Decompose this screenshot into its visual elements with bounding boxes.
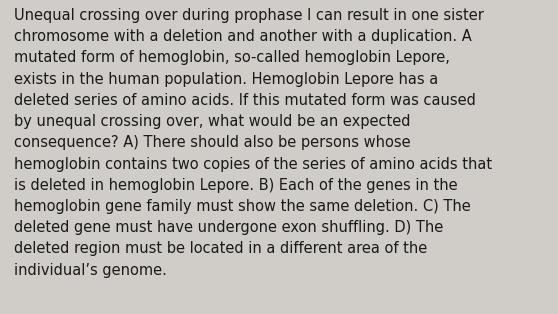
Text: Unequal crossing over during prophase I can result in one sister
chromosome with: Unequal crossing over during prophase I …: [14, 8, 492, 278]
